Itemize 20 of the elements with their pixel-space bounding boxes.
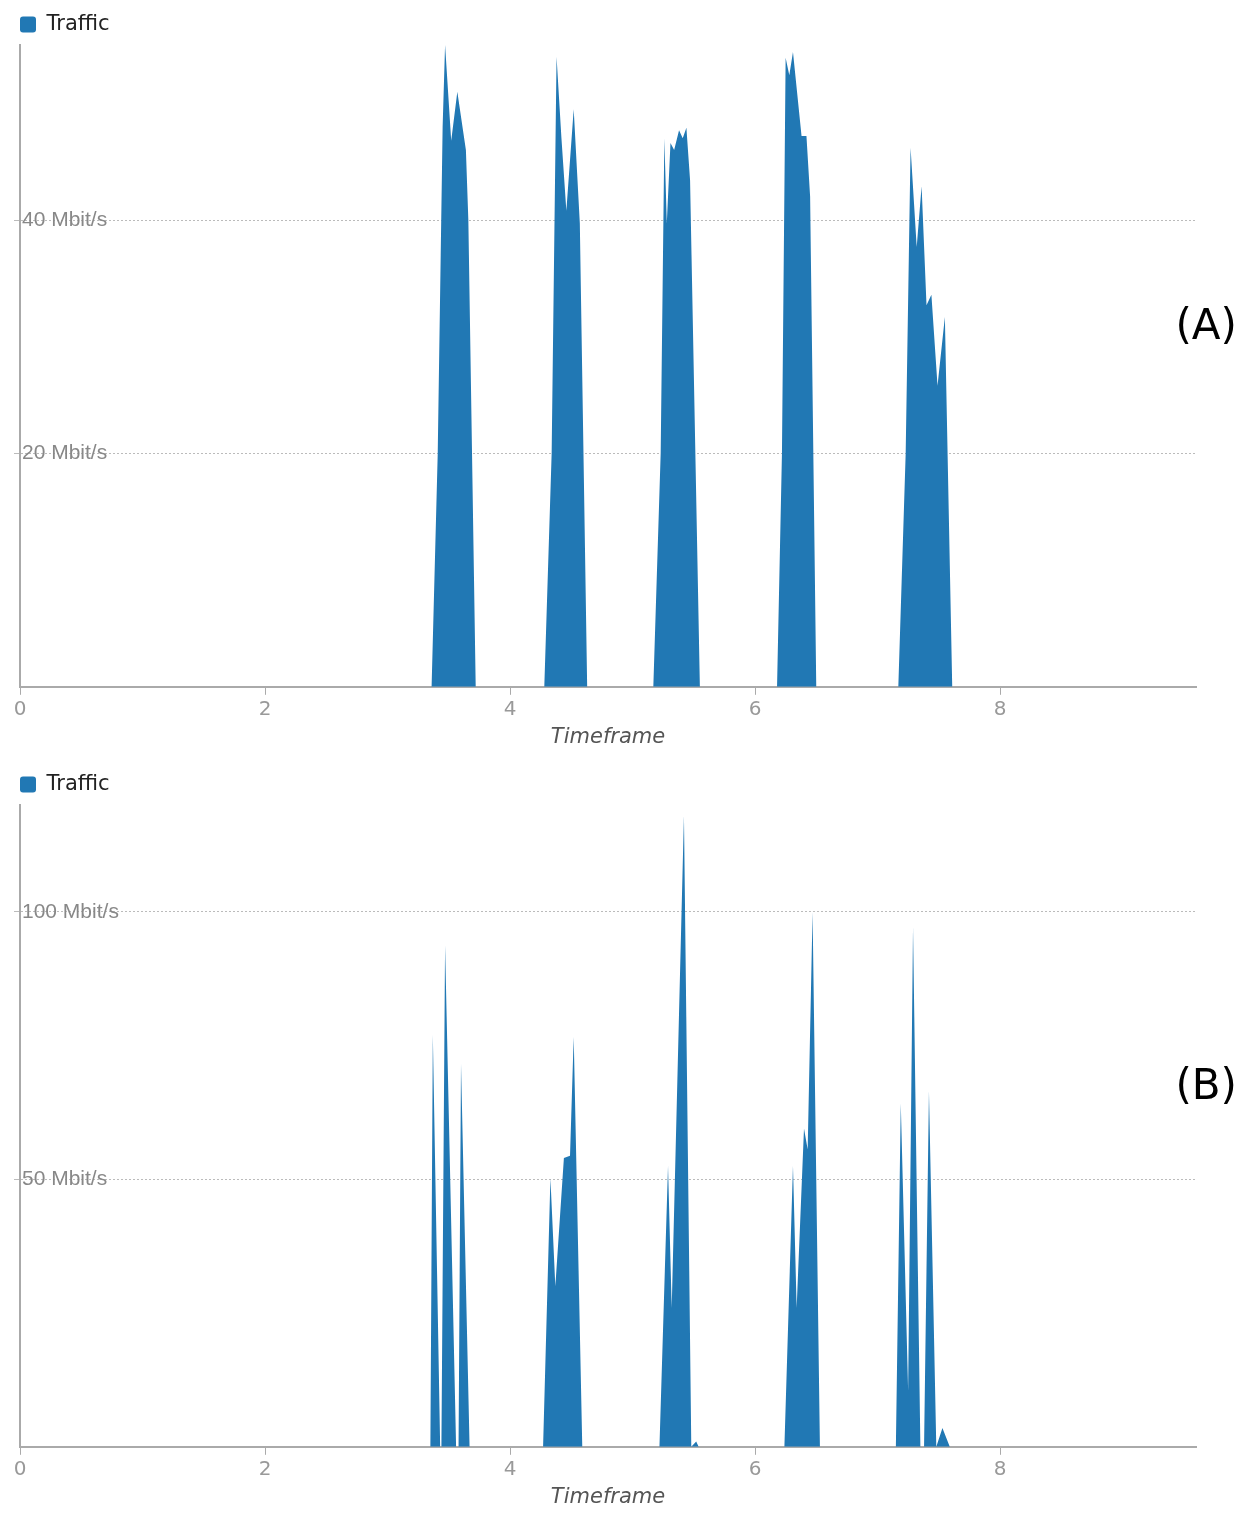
y-tick-label: 40 Mbit/s <box>22 206 108 230</box>
x-tick-label: 2 <box>258 696 272 720</box>
y-tick-label: 50 Mbit/s <box>22 1166 108 1190</box>
x-tick-label: 2 <box>258 1456 272 1480</box>
y-tick-label: 100 Mbit/s <box>22 898 119 922</box>
y-tick-label: 20 Mbit/s <box>22 440 108 464</box>
x-tick-label: 4 <box>503 1456 517 1480</box>
x-tick-label: 0 <box>13 1456 27 1480</box>
legend-label: Traffic <box>45 10 110 35</box>
x-tick-label: 0 <box>13 696 27 720</box>
x-tick-label: 6 <box>748 696 762 720</box>
x-axis-title: Timeframe <box>550 723 666 748</box>
x-tick-label: 8 <box>993 696 1007 720</box>
x-tick-label: 6 <box>748 1456 762 1480</box>
annotation: (B) <box>1175 1060 1237 1109</box>
annotation: (A) <box>1175 300 1237 349</box>
x-tick-label: 4 <box>503 696 517 720</box>
x-tick-label: 8 <box>993 1456 1007 1480</box>
legend-label: Traffic <box>45 770 110 795</box>
x-axis-title: Timeframe <box>550 1483 666 1508</box>
